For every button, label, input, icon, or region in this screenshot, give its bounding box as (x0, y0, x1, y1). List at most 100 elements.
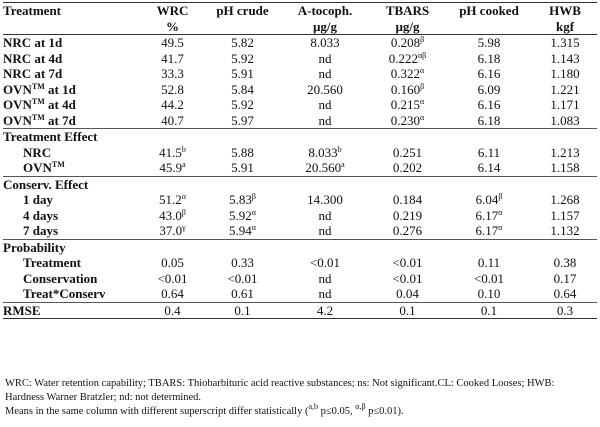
cell-superscript: β (181, 207, 186, 217)
table-cell: nd (280, 113, 370, 129)
cell-value: 0.222 (388, 50, 418, 66)
row-label-text: OVN (3, 97, 32, 112)
table-cell: 0.11 (445, 255, 533, 271)
cell-superscript: αβ (417, 50, 427, 60)
cell-value: 41.7 (161, 50, 184, 66)
table-cell: 6.17α (445, 223, 533, 239)
table-cell: 0.276 (370, 223, 445, 239)
table-cell: 0.219 (370, 208, 445, 224)
cell-value: 1.180 (550, 66, 580, 81)
cell-value: 43.0 (159, 207, 182, 223)
row-label-sup: TM (31, 81, 45, 91)
table-cell: 1.157 (533, 208, 597, 224)
row-label: OVNTM (3, 160, 140, 176)
cell-superscript: α (181, 192, 186, 201)
header-row-2: % µg/g µg/g kgf (3, 18, 597, 35)
table-cell: 1.083 (533, 113, 597, 129)
table-cell: 0.215α (370, 97, 445, 113)
cell-value: 0.61 (231, 286, 254, 301)
table-cell: 0.38 (533, 255, 597, 271)
table-cell: <0.01 (140, 271, 205, 287)
table-cell: 0.160β (370, 82, 445, 98)
section-row: Conserv. Effect (3, 175, 597, 192)
table-row: Treat*Conserv 0.64 0.61 nd 0.04 0.10 0.64 (3, 286, 597, 302)
cell-value: 6.11 (477, 144, 501, 160)
table-cell: 5.82 (205, 35, 280, 51)
row-label-text: OVN (3, 112, 32, 128)
cell-value: nd (318, 270, 332, 286)
table-cell: 0.64 (140, 286, 205, 302)
cell-value: 0.230 (390, 112, 421, 128)
table-row: NRC at 7d 33.3 5.91 nd 0.322α 6.16 1.180 (3, 66, 597, 82)
header-tbars: TBARS (370, 2, 445, 19)
table-cell: 52.8 (140, 82, 205, 98)
cell-value: 1.083 (550, 112, 580, 128)
cell-superscript: α (498, 207, 503, 217)
table-cell: 0.05 (140, 255, 205, 271)
footnote-sup-ab: a,b (308, 402, 319, 411)
table-row: OVNTM 45.9a 5.91 20.560a 0.202 6.14 1.158 (3, 160, 597, 176)
table-cell: 5.92α (205, 208, 280, 224)
table-cell: 0.1 (370, 301, 445, 319)
table-cell: 6.18 (445, 51, 533, 67)
table-cell: 0.208β (370, 35, 445, 51)
cell-value: 6.04 (475, 192, 499, 207)
table-cell: 0.10 (445, 286, 533, 302)
cell-value: 5.92 (229, 207, 252, 223)
cell-value: nd (318, 286, 332, 301)
table-cell: 0.64 (533, 286, 597, 302)
cell-value: 5.97 (231, 112, 254, 128)
row-label: 1 day (3, 192, 140, 208)
cell-value: 45.9 (159, 160, 183, 175)
table-cell: 14.300 (280, 192, 370, 208)
cell-value: 20.560 (307, 81, 343, 97)
table-cell: 0.61 (205, 286, 280, 302)
cell-value: 0.219 (392, 207, 423, 223)
cell-superscript: β (420, 81, 425, 91)
table-cell: 0.33 (205, 255, 280, 271)
cell-superscript: b (337, 144, 342, 154)
table-cell: 37.0γ (140, 223, 205, 239)
table-cell: 0.322α (370, 66, 445, 82)
row-label: NRC at 7d (3, 66, 140, 82)
cell-value: <0.01 (392, 270, 423, 286)
cell-value: 0.322 (390, 66, 421, 81)
cell-value: 0.64 (553, 286, 577, 301)
table-cell: 0.17 (533, 271, 597, 287)
table-cell: 5.92 (205, 97, 280, 113)
table-row: 1 day 51.2α 5.83β 14.300 0.184 6.04β 1.268 (3, 192, 597, 208)
table-cell: 6.09 (445, 82, 533, 98)
results-table: Treatment WRC pH crude A-tocoph. TBARS p… (3, 2, 597, 319)
table-row: NRC at 1d 49.5 5.82 8.033 0.208β 5.98 1.315 (3, 35, 597, 51)
section-row: Probability (3, 238, 597, 255)
cell-superscript: α (420, 66, 425, 75)
table-cell: nd (280, 97, 370, 113)
cell-value: 49.5 (161, 35, 184, 50)
footnote-means-prefix: Means in the same column with different … (5, 406, 309, 417)
cell-value: <0.01 (157, 270, 188, 286)
footnote-p1: p≤0.05, (318, 406, 356, 417)
table-cell: 43.0β (140, 208, 205, 224)
table-cell: 5.92 (205, 51, 280, 67)
cell-superscript: a (341, 160, 345, 169)
row-label: Treatment (3, 255, 140, 271)
table-cell: 1.158 (533, 160, 597, 176)
cell-value: 1.315 (550, 35, 580, 50)
cell-value: nd (318, 112, 332, 128)
row-label-text: OVN (23, 160, 52, 175)
cell-value: 1.221 (550, 81, 580, 97)
cell-value: 0.1 (480, 302, 498, 318)
cell-value: <0.01 (392, 255, 423, 270)
table-cell: 1.180 (533, 66, 597, 82)
row-label-sup: TM (31, 97, 45, 106)
cell-value: <0.01 (309, 255, 341, 270)
footnote-abbreviations: WRC: Water retention capability; TBARS: … (5, 378, 555, 403)
cell-value: 5.92 (231, 50, 254, 66)
table-cell: 0.1 (205, 301, 280, 319)
cell-value: nd (318, 50, 332, 66)
cell-value: 6.17 (475, 223, 499, 238)
header-unit-hwb: kgf (533, 18, 597, 35)
cell-value: 8.033 (308, 144, 338, 160)
table-cell: nd (280, 286, 370, 302)
table-cell: nd (280, 223, 370, 239)
